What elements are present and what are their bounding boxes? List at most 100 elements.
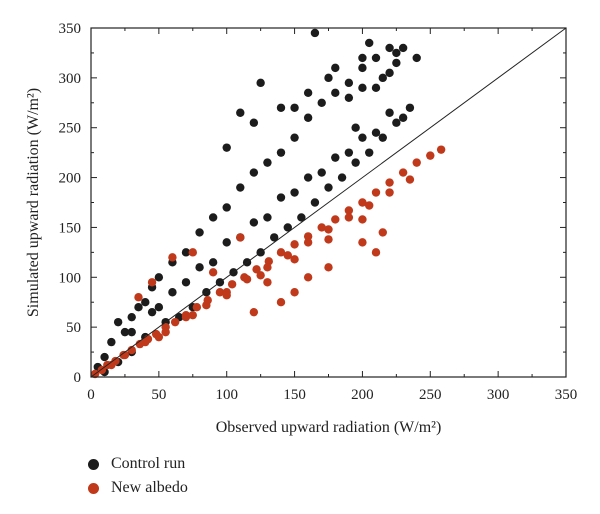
point-control-run: [385, 43, 394, 53]
point-new-albedo: [412, 158, 421, 167]
point-control-run: [310, 28, 320, 38]
point-new-albedo: [303, 232, 313, 241]
point-new-albedo: [290, 255, 299, 264]
point-control-run: [344, 148, 354, 157]
point-control-run: [270, 233, 279, 242]
point-control-run: [371, 53, 381, 63]
legend-marker-control-run: [88, 458, 99, 470]
point-control-run: [358, 83, 367, 93]
point-control-run: [351, 158, 360, 167]
point-new-albedo: [290, 240, 299, 249]
point-control-run: [249, 168, 259, 177]
point-new-albedo: [385, 188, 394, 197]
point-new-albedo: [188, 310, 197, 320]
point-control-run: [236, 183, 245, 192]
point-new-albedo: [324, 225, 333, 234]
point-new-albedo: [263, 278, 272, 287]
point-control-run: [290, 103, 299, 112]
point-control-run: [378, 133, 387, 142]
point-control-run: [371, 83, 381, 93]
point-control-run: [351, 123, 360, 132]
legend-marker-new-albedo: [88, 482, 99, 494]
point-new-albedo: [215, 288, 225, 297]
point-control-run: [249, 118, 259, 127]
point-new-albedo: [147, 278, 157, 287]
x-tick-label: 350: [555, 387, 578, 403]
point-control-run: [154, 273, 164, 282]
point-new-albedo: [371, 248, 381, 257]
point-new-albedo: [378, 228, 387, 237]
x-tick-label: 100: [215, 387, 238, 403]
point-control-run: [371, 128, 381, 137]
point-control-run: [208, 213, 218, 222]
point-control-run: [303, 173, 313, 182]
point-new-albedo: [283, 251, 292, 260]
point-control-run: [331, 88, 340, 98]
point-control-run: [405, 103, 415, 112]
y-tick-label: 50: [66, 320, 81, 336]
x-tick-label: 250: [419, 387, 442, 403]
point-new-albedo: [208, 268, 218, 277]
one-to-one-line: [90, 27, 567, 378]
point-new-albedo: [181, 312, 191, 322]
y-axis-title: Simulated upward radiation (W/m²): [25, 88, 42, 317]
point-control-run: [107, 337, 116, 347]
point-control-run: [290, 188, 299, 197]
point-new-albedo: [426, 151, 435, 160]
point-control-run: [127, 312, 136, 322]
point-new-albedo: [303, 238, 313, 247]
y-tick-label: 250: [59, 121, 82, 137]
point-control-run: [222, 143, 231, 152]
point-new-albedo: [120, 350, 130, 360]
point-control-run: [195, 263, 204, 272]
point-new-albedo: [276, 248, 286, 257]
point-control-run: [222, 238, 231, 247]
point-new-albedo: [358, 238, 367, 247]
point-control-run: [303, 113, 313, 122]
legend-item-control-run: Control run: [88, 452, 188, 476]
x-tick-label: 150: [283, 387, 306, 403]
point-new-albedo: [290, 288, 299, 297]
point-control-run: [147, 307, 157, 317]
point-control-run: [331, 63, 340, 73]
point-control-run: [392, 48, 401, 58]
point-control-run: [365, 38, 374, 48]
point-new-albedo: [188, 248, 197, 257]
point-control-run: [127, 327, 136, 337]
point-control-run: [256, 78, 265, 88]
point-control-run: [168, 288, 177, 297]
legend-label-control-run: Control run: [111, 455, 186, 472]
y-tick-label: 200: [59, 171, 82, 187]
point-new-albedo: [252, 265, 261, 274]
y-tick-label: 350: [59, 21, 82, 37]
point-control-run: [236, 108, 245, 117]
point-new-albedo: [263, 263, 272, 272]
point-control-run: [113, 317, 123, 327]
point-control-run: [181, 248, 191, 257]
x-tick-label: 300: [487, 387, 510, 403]
legend-item-new-albedo: New albedo: [88, 476, 188, 500]
point-control-run: [344, 78, 354, 88]
y-tick-label: 100: [59, 270, 82, 286]
point-control-run: [358, 53, 367, 63]
point-control-run: [317, 168, 326, 177]
point-control-run: [263, 213, 272, 222]
point-control-run: [344, 93, 354, 103]
point-control-run: [263, 158, 272, 167]
point-new-albedo: [365, 201, 374, 210]
point-control-run: [392, 58, 401, 68]
y-tick-label: 0: [74, 370, 82, 386]
point-control-run: [195, 228, 204, 237]
point-new-albedo: [161, 327, 170, 337]
point-new-albedo: [242, 275, 252, 284]
point-control-run: [385, 108, 394, 117]
point-control-run: [181, 278, 191, 287]
point-new-albedo: [385, 178, 394, 187]
point-control-run: [100, 352, 109, 362]
point-control-run: [141, 298, 150, 307]
point-control-run: [398, 43, 408, 53]
point-new-albedo: [303, 273, 313, 282]
x-tick-label: 50: [151, 387, 166, 403]
point-new-albedo: [331, 215, 340, 224]
